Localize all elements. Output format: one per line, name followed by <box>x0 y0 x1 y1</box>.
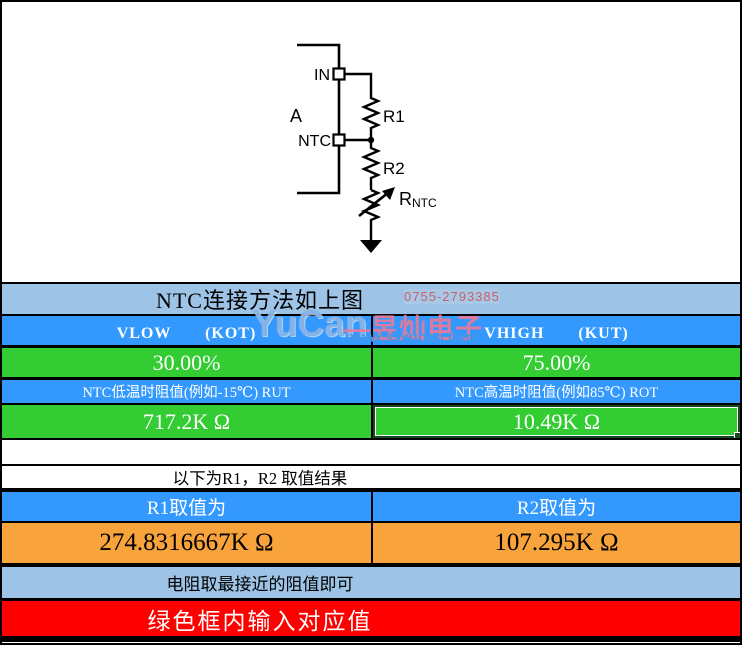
threshold-header-row: VLOW (KOT) VHIGH (KUT) <box>2 316 740 345</box>
threshold-percent-row: 30.00% 75.00% <box>2 348 740 377</box>
rntc-label-main: R <box>399 189 412 209</box>
rntc-arrow-shaft <box>358 190 390 218</box>
rot-desc-cell: NTC高温时阻值(例如85℃) ROT <box>373 380 740 403</box>
vlow-percent-cell[interactable]: 30.00% <box>2 348 371 377</box>
spacer-row <box>2 440 740 464</box>
resistance-desc-row: NTC低温时阻值(例如-15℃) RUT NTC高温时阻值(例如85℃) ROT <box>2 380 740 403</box>
column-divider <box>371 492 373 521</box>
fill-handle[interactable] <box>734 432 740 438</box>
resistance-value-row: 717.2K Ω 10.49K Ω <box>2 405 740 438</box>
r2-label: R2 <box>383 159 405 178</box>
column-divider <box>371 348 373 377</box>
ntc-calc-table: NTC连接方法如上图 VLOW (KOT) VHIGH (KUT) 30.00%… <box>2 282 740 642</box>
rot-value-cell-selected[interactable]: 10.49K Ω <box>373 405 740 438</box>
result-value-row: 274.8316667K Ω 107.295K Ω <box>2 523 740 563</box>
table-title-row: NTC连接方法如上图 <box>2 284 740 314</box>
rntc-label-sub: NTC <box>412 196 437 210</box>
r2-result-label-cell: R2取值为 <box>373 492 740 521</box>
r2-result-value-cell[interactable]: 107.295K Ω <box>373 523 740 563</box>
column-divider <box>371 523 373 563</box>
section-note: 以下为R1，R2 取值结果 <box>172 469 348 488</box>
rntc-thermistor-icon <box>360 188 382 240</box>
pin-ntc-terminal-icon <box>332 133 346 147</box>
rut-value-cell[interactable]: 717.2K Ω <box>2 405 371 438</box>
input-instruction: 绿色框内输入对应值 <box>147 608 373 634</box>
vhigh-percent-cell[interactable]: 75.00% <box>373 348 740 377</box>
r1-resistor-icon <box>345 72 382 140</box>
vhigh-header-cell: VHIGH (KUT) <box>373 316 740 345</box>
rntc-arrow-head <box>382 187 395 200</box>
ic-partial-text: A <box>290 106 302 126</box>
ground-icon <box>360 240 382 253</box>
section-note-row: 以下为R1，R2 取值结果 <box>2 466 740 488</box>
table-title: NTC连接方法如上图 <box>155 288 364 313</box>
column-divider <box>371 405 373 438</box>
r1-label: R1 <box>383 107 405 126</box>
input-instruction-row: 绿色框内输入对应值 <box>2 601 740 636</box>
pin-in-label: IN <box>314 67 330 84</box>
pin-in-terminal-icon <box>332 67 346 81</box>
r2-resistor-icon <box>360 140 382 190</box>
ntc-circuit-diagram: A IN NTC R1 R2 R NTC <box>290 43 437 253</box>
ic-outline <box>297 43 341 195</box>
r1-result-label-cell: R1取值为 <box>2 492 371 521</box>
nearest-note: 电阻取最接近的阻值即可 <box>166 575 354 594</box>
column-divider <box>371 380 373 403</box>
r1-result-value-cell[interactable]: 274.8316667K Ω <box>2 523 371 563</box>
result-label-row: R1取值为 R2取值为 <box>2 492 740 521</box>
rot-value: 10.49K Ω <box>512 408 601 434</box>
nearest-note-row: 电阻取最接近的阻值即可 <box>2 567 740 598</box>
column-divider <box>371 316 373 345</box>
vlow-header-cell: VLOW (KOT) <box>2 316 371 345</box>
rut-desc-cell: NTC低温时阻值(例如-15℃) RUT <box>2 380 371 403</box>
pin-ntc-label: NTC <box>298 133 331 150</box>
